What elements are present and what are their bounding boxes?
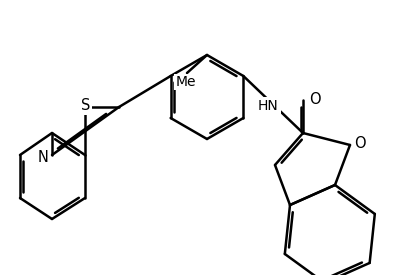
Text: S: S bbox=[81, 98, 91, 114]
Text: Me: Me bbox=[175, 75, 196, 89]
Text: O: O bbox=[308, 92, 320, 108]
Text: HN: HN bbox=[257, 100, 278, 114]
Text: N: N bbox=[37, 150, 48, 164]
Text: O: O bbox=[353, 136, 365, 150]
